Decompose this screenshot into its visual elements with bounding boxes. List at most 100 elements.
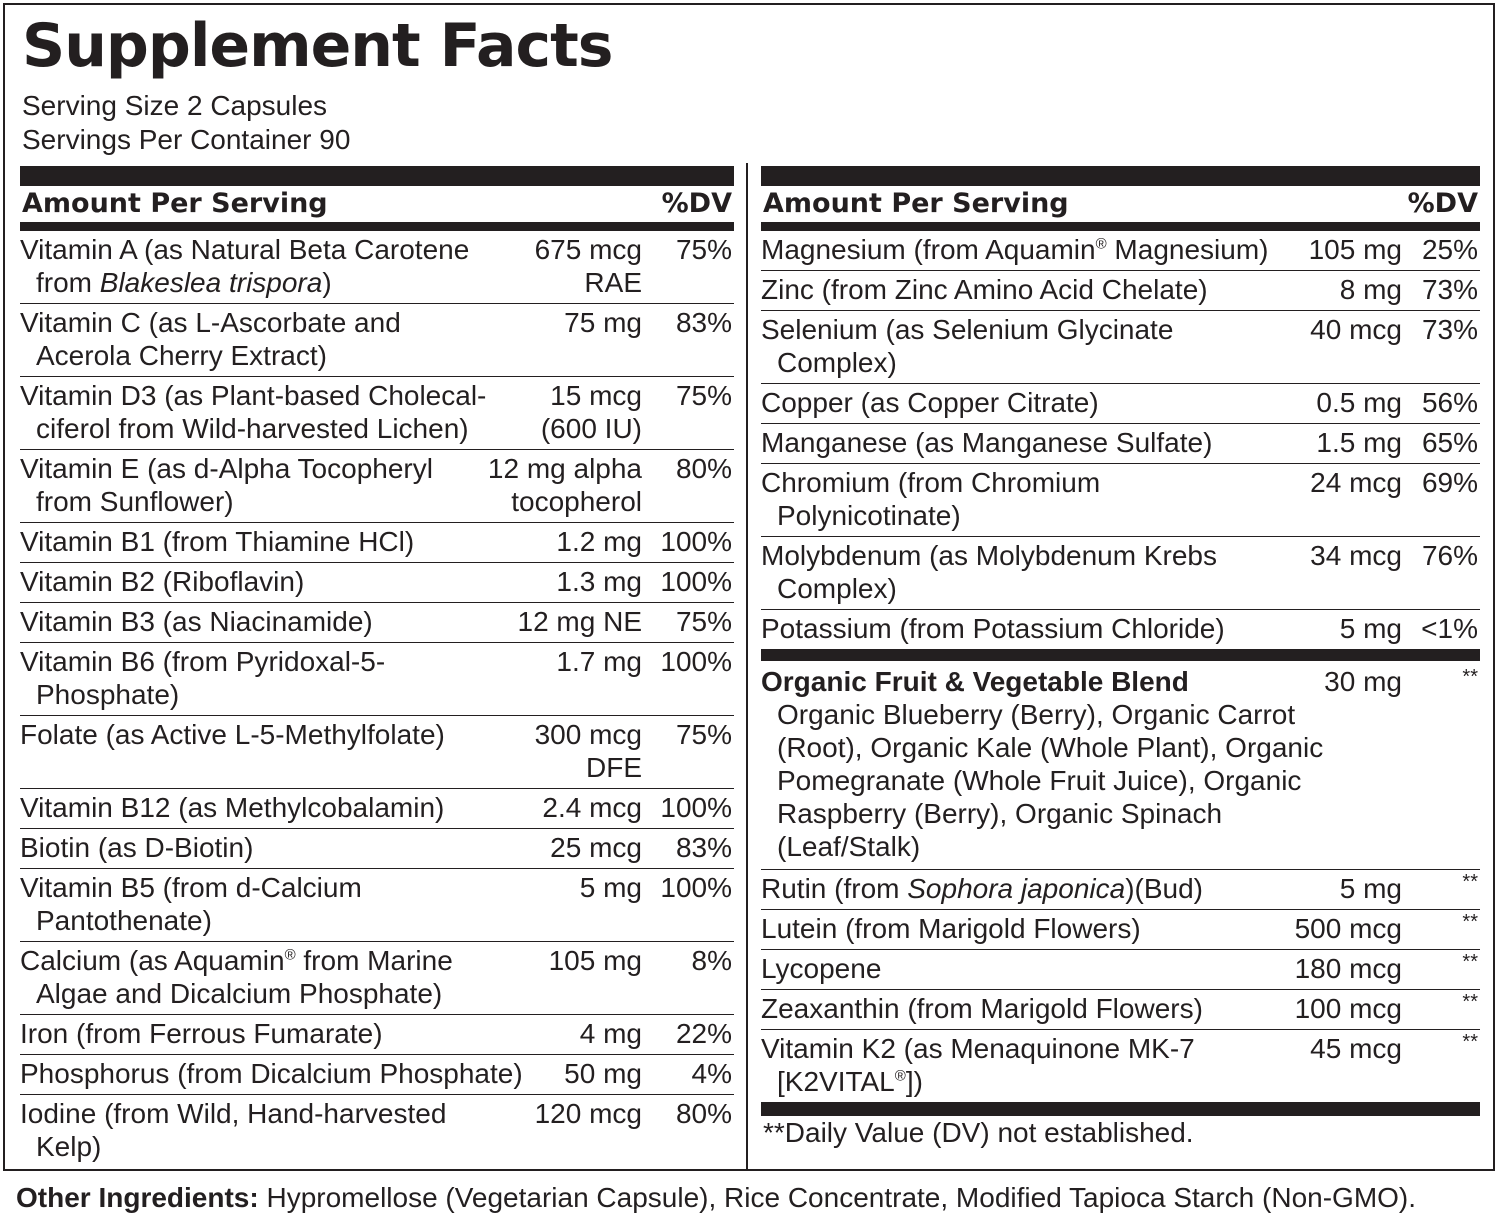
blend-amount: 30 mg [1324,665,1402,698]
nutrient-name-line: Vitamin E (as d-Alpha Tocopheryl [20,453,433,484]
amount-per-serving-label: Amount Per Serving [22,188,328,219]
amount-value: 2.4 mcg [542,792,642,823]
nutrient-amount: 100 mcg [1295,992,1402,1025]
header-bar [761,166,1480,186]
daily-value: 100% [660,646,732,677]
nutrient-amount: 25 mcg [550,831,642,864]
amount-value: 8 mg [1339,274,1402,305]
daily-value: 75% [675,606,732,637]
nutrient-name-part: from Marine [295,945,453,976]
nutrient-name-part: )(Bud) [1125,873,1203,904]
nutrient-name-line: Rutin (from Sophora japonica)(Bud) [761,872,1203,905]
daily-value: ** [1462,951,1478,973]
nutrient-name-line: Selenium (as Selenium Glycinate [761,314,1174,345]
nutrient-name: Vitamin E (as d-Alpha Tocopheryl from Sun… [20,452,433,518]
nutrient-name-line: Polynicotinate) [777,500,961,531]
nutrient-row: Magnesium (from Aquamin® Magnesium) 105 m… [761,231,1480,271]
column-divider [746,163,748,1171]
nutrient-amount: 1.3 mg [556,565,642,598]
nutrient-amount: 105 mg [1309,233,1402,266]
nutrient-row: Folate (as Active L-5-Methylfolate) 300 m… [20,716,734,789]
nutrient-name: Zinc (from Zinc Amino Acid Chelate) [761,273,1208,306]
nutrient-amount: 8 mg [1340,273,1402,306]
nutrient-amount: 1.2 mg [556,525,642,558]
nutrient-name-line: Vitamin B1 (from Thiamine HCl) [20,526,415,557]
nutrient-row: Vitamin C (as L-Ascorbate and Acerola Che… [20,304,734,377]
nutrient-name-part: [K2VITAL [777,1066,895,1097]
daily-value: ** [1462,911,1478,933]
daily-value: 75% [675,719,732,750]
nutrient-row: Manganese (as Manganese Sulfate) 1.5 mg 65… [761,424,1480,464]
nutrient-name-line: Vitamin K2 (as Menaquinone MK-7 [761,1033,1195,1064]
servings-per-container: Servings Per Container 90 [22,124,351,155]
daily-value: 25% [1421,234,1478,265]
other-ingredients-label: Other Ingredients: [16,1182,259,1213]
nutrient-row: Selenium (as Selenium Glycinate Complex) 4… [761,311,1480,384]
header-bar [20,166,734,186]
amount-value: 105 mg [548,945,642,976]
footnote-bar [761,1102,1480,1116]
nutrient-name-line: Pantothenate) [36,905,212,936]
daily-value: 75% [675,234,732,265]
blend-row: Organic Fruit & Vegetable Blend Organic B… [761,661,1480,870]
nutrient-name-line: Vitamin D3 (as Plant-based Cholecal- [20,380,487,411]
right-nutrient-list: Magnesium (from Aquamin® Magnesium) 105 m… [761,231,1480,649]
nutrient-name: Chromium (from Chromium Polynicotinate) [761,466,1100,532]
nutrient-name-line: Iron (from Ferrous Fumarate) [20,1018,383,1049]
registered-mark: ® [1095,235,1107,253]
nutrient-name-line: ciferol from Wild-harvested Lichen) [36,413,469,444]
nutrient-name: Vitamin B6 (from Pyridoxal-5- Phosphate) [20,645,385,711]
panel-title: Supplement Facts [22,11,614,81]
registered-mark: ® [894,1067,906,1085]
nutrient-name-line: Iodine (from Wild, Hand-harvested [20,1098,447,1129]
daily-value: 22% [675,1018,732,1049]
amount-per-serving-label: Amount Per Serving [763,188,1069,219]
nutrient-amount: 12 mg NE [518,605,643,638]
nutrient-row: Vitamin B12 (as Methylcobalamin) 2.4 mcg 1… [20,789,734,829]
left-column: Amount Per Serving %DV Vitamin A (as Nat… [20,166,734,1167]
daily-value: 80% [675,1098,732,1129]
amount-value: 5 mg [1339,873,1402,904]
nutrient-name-line: Vitamin B5 (from d-Calcium [20,872,362,903]
nutrient-name: Iodine (from Wild, Hand-harvested Kelp) [20,1097,446,1163]
nutrient-row: Copper (as Copper Citrate) 0.5 mg 56% [761,384,1480,424]
nutrient-name-line: Vitamin B3 (as Niacinamide) [20,606,373,637]
nutrient-name-line: Algae and Dicalcium Phosphate) [36,978,443,1009]
nutrient-row: Vitamin D3 (as Plant-based Cholecal-cife… [20,377,734,450]
other-ingredients-text: Hypromellose (Vegetarian Capsule), Rice … [258,1182,1417,1213]
daily-value: 65% [1421,427,1478,458]
daily-value: 73% [1421,274,1478,305]
nutrient-name-line: Manganese (as Manganese Sulfate) [761,427,1213,458]
nutrient-name-line: Zeaxanthin (from Marigold Flowers) [761,993,1203,1024]
daily-value: 100% [660,792,732,823]
serving-size: Serving Size 2 Capsules [22,90,328,121]
nutrient-amount: 4 mg [580,1017,642,1050]
nutrient-amount: 500 mcg [1295,912,1402,945]
nutrient-amount: 1.7 mg [556,645,642,678]
amount-value: 30 mg [1324,666,1402,697]
blend-name: Organic Fruit & Vegetable Blend Organic B… [761,665,1323,863]
amount-value: 1.3 mg [556,566,642,597]
nutrient-row: Calcium (as Aquamin® from Marine Algae an… [20,942,734,1015]
blend-ingredient-line: Organic Blueberry (Berry), Organic Carro… [777,699,1296,730]
nutrient-row: Molybdenum (as Molybdenum Krebs Complex) 3… [761,537,1480,610]
nutrient-amount: 5 mg [1340,612,1402,645]
nutrient-row: Rutin (from Sophora japonica)(Bud) 5 mg ** [761,870,1480,910]
nutrient-name-line: [K2VITAL®]) [777,1065,1195,1098]
nutrient-name: Selenium (as Selenium Glycinate Complex) [761,313,1173,379]
amount-value: 12 mg alpha [487,453,642,484]
amount-value: 50 mg [564,1058,642,1089]
nutrient-amount: 75 mg [564,306,642,339]
daily-value: ** [1462,871,1478,893]
nutrient-name: Iron (from Ferrous Fumarate) [20,1017,383,1050]
daily-value: ** [1462,1031,1478,1053]
nutrient-name-line: Complex) [777,347,897,378]
amount-value: 75 mg [564,307,642,338]
nutrient-name-line: Zinc (from Zinc Amino Acid Chelate) [761,274,1208,305]
other-ingredients: Other Ingredients: Hypromellose (Vegetar… [16,1181,1416,1215]
daily-value: ** [1462,991,1478,1013]
nutrient-amount: 12 mg alpha tocopherol [488,452,642,518]
nutrient-name: Biotin (as D-Biotin) [20,831,253,864]
column-header: Amount Per Serving %DV [761,186,1480,222]
column-header: Amount Per Serving %DV [20,186,734,222]
